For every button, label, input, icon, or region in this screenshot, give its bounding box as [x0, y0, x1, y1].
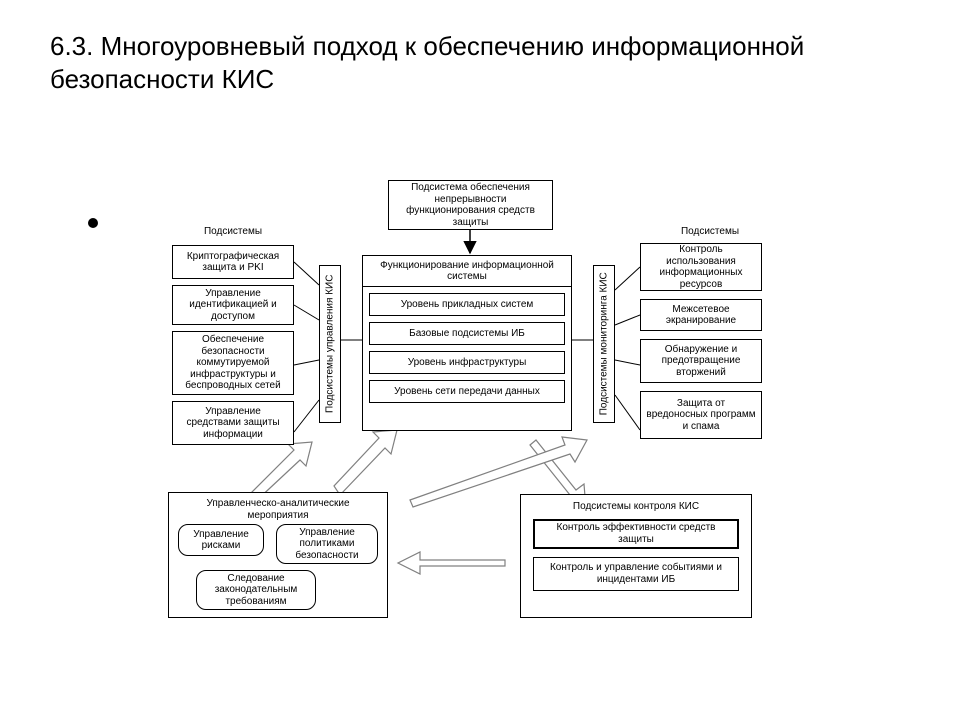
left-box-2-text: Обеспечение безопасности коммутируемой и…: [177, 334, 289, 392]
left-box-1: Управление идентификацией и доступом: [172, 285, 294, 325]
bottom-left-oval-0-text: Управление рисками: [184, 529, 258, 552]
right-box-1: Межсетевое экранирование: [640, 299, 762, 331]
right-box-2-text: Обнаружение и предотвращение вторжений: [645, 344, 757, 379]
right-box-3: Защита от вредоносных программ и спама: [640, 391, 762, 439]
left-vertical-label: Подсистемы управления КИС: [324, 269, 336, 419]
right-subsystems-label: Подсистемы: [670, 226, 750, 237]
center-row-3: Уровень сети передачи данных: [369, 380, 565, 403]
left-box-3-text: Управление средствами защиты информации: [177, 406, 289, 441]
center-row-0: Уровень прикладных систем: [369, 293, 565, 316]
bullet-icon: [88, 218, 98, 228]
right-box-3-text: Защита от вредоносных программ и спама: [645, 398, 757, 433]
bottom-right-row-1: Контроль и управление событиями и инциде…: [533, 557, 739, 591]
bottom-left-oval-2: Следование законодательным требованиям: [196, 570, 316, 610]
top-box-text: Подсистема обеспечения непрерывности фун…: [393, 182, 548, 228]
left-vertical-bar: Подсистемы управления КИС: [319, 265, 341, 423]
right-vertical-bar: Подсистемы мониторинга КИС: [593, 265, 615, 423]
right-box-2: Обнаружение и предотвращение вторжений: [640, 339, 762, 383]
bottom-left-title: Управленческо-аналитические мероприятия: [173, 496, 383, 525]
center-row-1: Базовые подсистемы ИБ: [369, 322, 565, 345]
left-box-1-text: Управление идентификацией и доступом: [177, 288, 289, 323]
bottom-left-oval-0: Управление рисками: [178, 524, 264, 556]
center-title: Функционирование информационной системы: [363, 256, 571, 287]
left-box-2: Обеспечение безопасности коммутируемой и…: [172, 331, 294, 395]
slide-title: 6.3. Многоуровневый подход к обеспечению…: [50, 30, 910, 95]
left-box-0-text: Криптографическая защита и PKI: [177, 251, 289, 274]
right-box-0-text: Контроль использования информационных ре…: [645, 244, 757, 290]
left-box-3: Управление средствами защиты информации: [172, 401, 294, 445]
bottom-left-oval-2-text: Следование законодательным требованиям: [202, 573, 310, 608]
diagram-stage: 6.3. Многоуровневый подход к обеспечению…: [0, 0, 960, 720]
left-subsystems-label: Подсистемы: [193, 226, 273, 237]
right-box-0: Контроль использования информационных ре…: [640, 243, 762, 291]
right-box-1-text: Межсетевое экранирование: [645, 304, 757, 327]
bottom-right-box: Подсистемы контроля КИС Контроль эффекти…: [520, 494, 752, 618]
right-vertical-label: Подсистемы мониторинга КИС: [598, 269, 610, 419]
top-box: Подсистема обеспечения непрерывности фун…: [388, 180, 553, 230]
bottom-right-row-1-text: Контроль и управление событиями и инциде…: [538, 562, 734, 585]
bottom-right-row-0-text: Контроль эффективности средств защиты: [539, 522, 733, 545]
left-box-0: Криптографическая защита и PKI: [172, 245, 294, 279]
bottom-right-row-0: Контроль эффективности средств защиты: [533, 519, 739, 549]
center-box: Функционирование информационной системы …: [362, 255, 572, 431]
bottom-left-oval-1: Управление политиками безопасности: [276, 524, 378, 564]
bottom-left-oval-1-text: Управление политиками безопасности: [282, 527, 372, 562]
center-row-2: Уровень инфраструктуры: [369, 351, 565, 374]
bottom-right-title: Подсистемы контроля КИС: [525, 498, 747, 519]
